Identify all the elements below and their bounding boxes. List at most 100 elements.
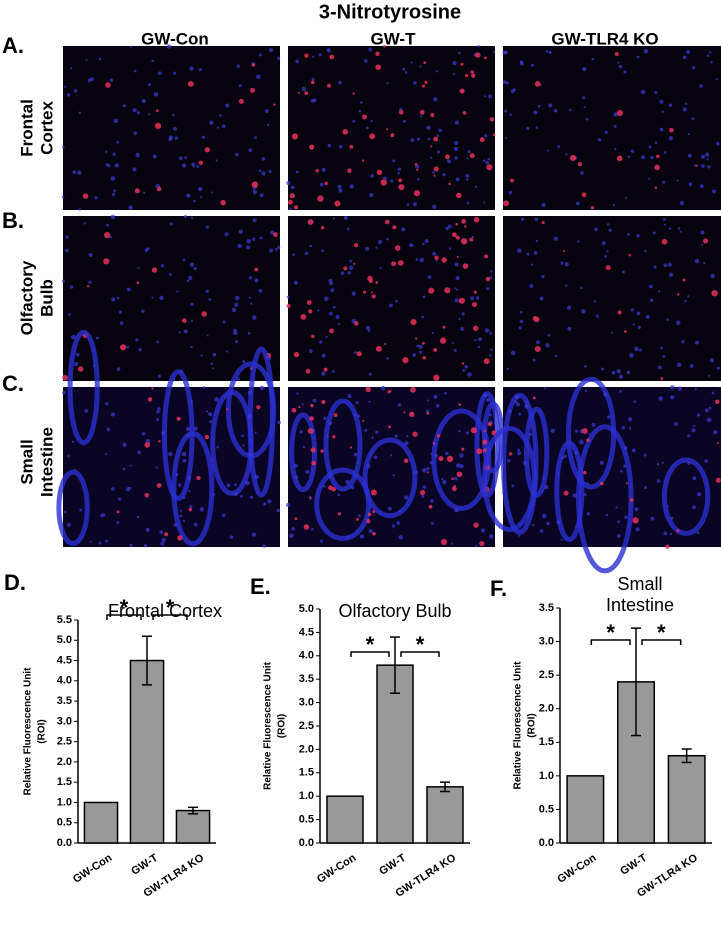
stain — [616, 155, 623, 162]
nucleus — [193, 522, 198, 527]
nucleus — [346, 227, 350, 231]
nucleus — [696, 531, 700, 535]
nucleus — [505, 81, 510, 85]
nucleus — [422, 242, 425, 246]
nucleus — [553, 108, 558, 113]
nucleus — [179, 514, 183, 518]
nucleus — [427, 137, 430, 141]
stain — [569, 154, 577, 161]
nucleus — [221, 513, 226, 518]
nucleus — [404, 495, 409, 500]
nucleus — [604, 255, 607, 258]
nucleus — [182, 519, 185, 523]
micrograph-bg — [288, 46, 495, 210]
nucleus — [391, 524, 396, 528]
stain — [380, 179, 387, 186]
nucleus — [248, 296, 251, 299]
stain — [391, 261, 397, 267]
nucleus — [652, 231, 656, 235]
nucleus — [435, 70, 439, 73]
stain — [430, 145, 433, 148]
nucleus — [595, 314, 599, 317]
stain — [534, 316, 540, 322]
nucleus — [618, 374, 624, 379]
nucleus — [329, 311, 333, 316]
stain — [375, 345, 382, 352]
nucleus — [706, 417, 712, 423]
chart-title: Olfactory Bulb — [338, 601, 451, 621]
nucleus — [147, 82, 151, 87]
stain — [366, 519, 371, 524]
nucleus — [661, 461, 664, 464]
nucleus — [629, 353, 634, 358]
stain — [433, 174, 436, 177]
nucleus — [666, 318, 669, 322]
nucleus — [345, 479, 350, 484]
stain — [304, 91, 309, 96]
nucleus — [634, 507, 639, 512]
nucleus — [187, 476, 191, 481]
nucleus — [619, 389, 622, 393]
nucleus — [386, 82, 389, 85]
nucleus — [328, 421, 332, 426]
nucleus — [517, 448, 521, 452]
stain — [426, 411, 430, 415]
stain — [308, 309, 313, 314]
stain — [343, 266, 348, 271]
y-tick-label: 4.0 — [57, 675, 72, 687]
x-tick-label: GW-T — [618, 852, 649, 878]
nucleus — [161, 537, 167, 543]
nucleus — [236, 64, 240, 68]
nucleus — [146, 247, 150, 251]
nucleus — [643, 453, 647, 457]
nucleus — [623, 464, 627, 468]
nucleus — [716, 141, 720, 146]
y-tick-label: 3.5 — [299, 673, 314, 685]
nucleus — [151, 59, 155, 63]
significance-bracket — [400, 651, 440, 657]
nucleus — [704, 408, 709, 413]
nucleus — [69, 285, 74, 289]
nucleus — [453, 348, 457, 352]
nucleus — [321, 353, 326, 358]
nucleus — [455, 288, 459, 291]
nucleus — [109, 78, 114, 82]
tissue — [323, 398, 363, 492]
nucleus — [358, 110, 362, 113]
stain — [442, 325, 446, 329]
nucleus — [245, 480, 250, 486]
stain — [392, 225, 397, 230]
nucleus — [188, 489, 191, 493]
nucleus — [438, 128, 442, 133]
stain — [371, 294, 376, 299]
nucleus — [694, 388, 697, 391]
nucleus — [193, 267, 197, 271]
nucleus — [621, 426, 625, 430]
stain — [628, 253, 632, 257]
nucleus — [153, 92, 159, 97]
nucleus — [640, 155, 646, 160]
nucleus — [401, 227, 406, 232]
nucleus — [422, 485, 427, 489]
nucleus — [364, 428, 368, 432]
nucleus — [512, 88, 516, 92]
nucleus — [515, 395, 520, 400]
nucleus — [216, 445, 219, 449]
nucleus — [454, 262, 459, 267]
stain — [362, 419, 365, 422]
nucleus — [89, 540, 92, 543]
stain — [577, 162, 582, 167]
stain — [204, 147, 210, 153]
nucleus — [87, 78, 92, 83]
nucleus — [319, 182, 324, 187]
stain — [563, 490, 569, 496]
significance-bracket — [106, 614, 142, 620]
stain — [433, 374, 440, 381]
nucleus — [295, 59, 300, 64]
nucleus — [588, 432, 591, 435]
nucleus — [470, 296, 475, 301]
stain — [333, 413, 338, 417]
nucleus — [546, 521, 550, 526]
stain — [103, 258, 110, 265]
stain — [451, 486, 457, 492]
